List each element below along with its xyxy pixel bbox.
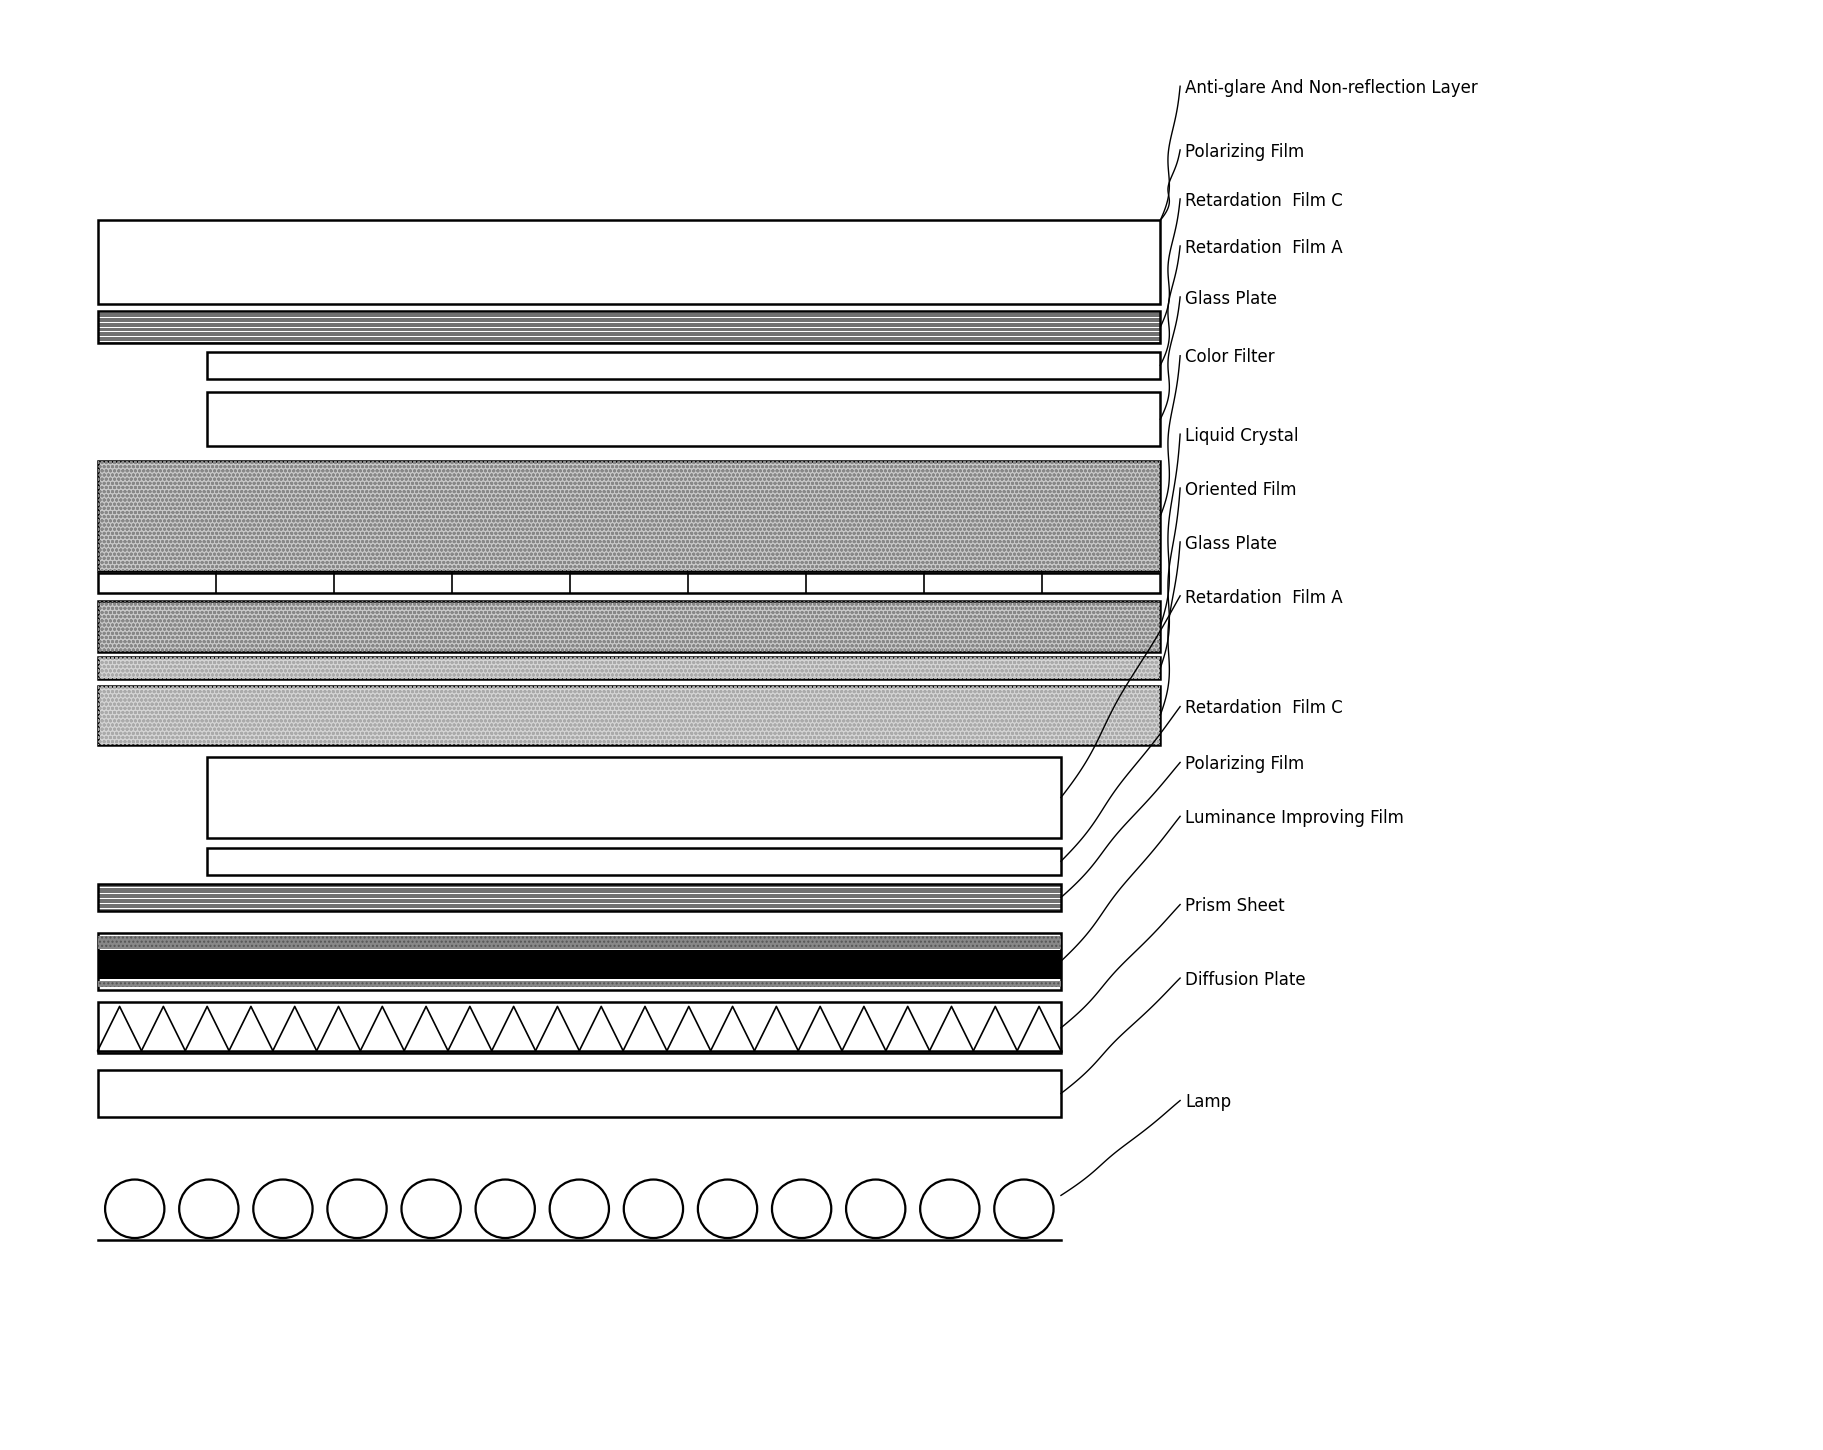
Text: Luminance Improving Film: Luminance Improving Film [1185, 809, 1404, 826]
Bar [98, 461, 1159, 571]
Text: Retardation  Film C: Retardation Film C [1185, 191, 1342, 210]
Bar [98, 657, 1159, 679]
Text: Diffusion Plate: Diffusion Plate [1185, 972, 1305, 989]
Text: Glass Plate: Glass Plate [1185, 290, 1276, 307]
Bar [98, 600, 1159, 651]
Bar [98, 937, 1061, 948]
Bar [98, 461, 1159, 571]
Bar [206, 847, 1061, 874]
Text: Glass Plate: Glass Plate [1185, 535, 1276, 552]
Text: Prism Sheet: Prism Sheet [1185, 898, 1283, 915]
Text: Polarizing Film: Polarizing Film [1185, 142, 1303, 161]
Bar [98, 220, 1159, 303]
Bar [98, 937, 1061, 948]
Bar [206, 351, 1159, 378]
Text: Polarizing Film: Polarizing Film [1185, 755, 1303, 773]
Text: Lamp: Lamp [1185, 1093, 1231, 1111]
Bar [206, 757, 1061, 838]
Text: Retardation  Film A: Retardation Film A [1185, 239, 1342, 257]
Bar [98, 600, 1159, 651]
Bar [98, 573, 1159, 593]
Bar [98, 686, 1159, 745]
Bar [98, 686, 1159, 745]
Text: Retardation  Film A: Retardation Film A [1185, 589, 1342, 606]
Bar [98, 980, 1061, 987]
Text: Anti-glare And Non-reflection Layer: Anti-glare And Non-reflection Layer [1185, 78, 1477, 97]
Bar [98, 932, 1061, 989]
Bar [98, 1070, 1061, 1116]
Text: Color Filter: Color Filter [1185, 348, 1274, 367]
Bar [98, 657, 1159, 679]
Bar [206, 392, 1159, 445]
Bar [98, 950, 1061, 979]
Bar [98, 1002, 1061, 1053]
Text: Retardation  Film C: Retardation Film C [1185, 699, 1342, 718]
Text: Oriented Film: Oriented Film [1185, 481, 1296, 499]
Bar [98, 883, 1061, 911]
Text: Liquid Crystal: Liquid Crystal [1185, 426, 1298, 445]
Bar [98, 312, 1159, 342]
Bar [98, 980, 1061, 987]
